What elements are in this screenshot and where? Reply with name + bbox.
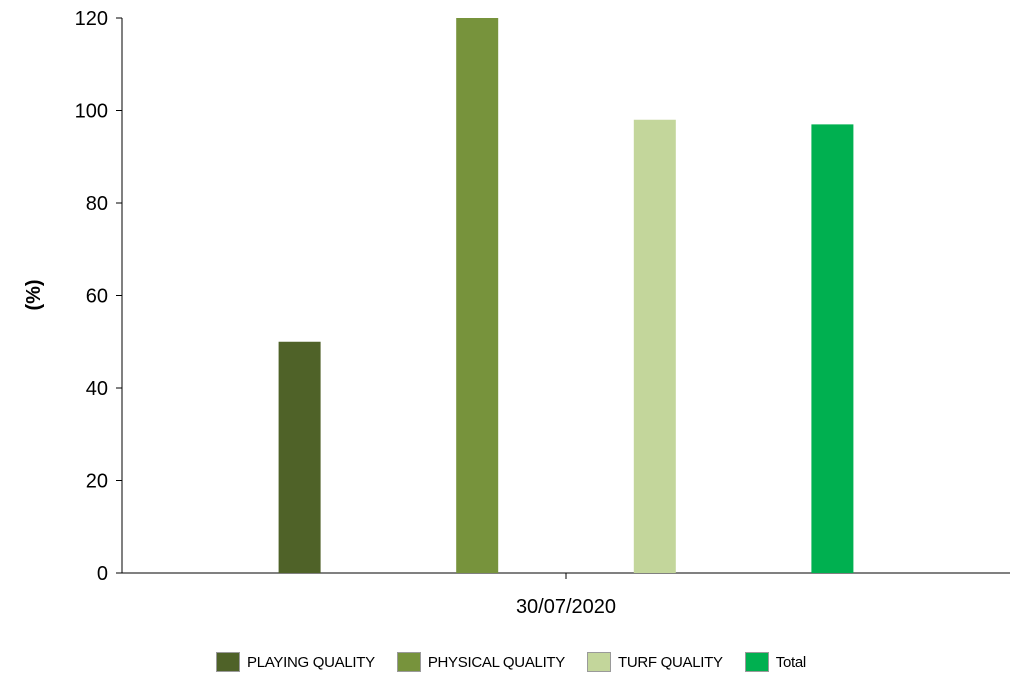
bar-turf-quality	[633, 119, 676, 573]
y-tick-label: 120	[75, 8, 108, 30]
legend-swatch	[216, 652, 241, 672]
legend-label: PLAYING QUALITY	[247, 653, 375, 671]
legend-item: TURF QUALITY	[587, 652, 723, 672]
chart-legend: PLAYING QUALITY PHYSICAL QUALITY TURF QUAL…	[0, 648, 1022, 676]
legend-item: Total	[744, 652, 806, 672]
legend-swatch	[744, 652, 769, 672]
legend-swatch	[587, 652, 611, 672]
y-tick-label: 40	[86, 378, 108, 400]
y-tick-label: 0	[97, 563, 108, 585]
y-tick-label: 60	[86, 286, 108, 308]
bar-physical-quality	[456, 18, 499, 573]
bar-chart: 0 20 40 60 80 100 120 30/07/2020 (%)	[23, 8, 1010, 618]
bar-playing-quality	[278, 341, 321, 573]
legend-label: PHYSICAL QUALITY	[427, 653, 565, 671]
bar-total	[811, 124, 854, 573]
x-tick-label: 30/07/2020	[516, 596, 616, 618]
legend-item: PLAYING QUALITY	[216, 652, 375, 672]
axes: 0 20 40 60 80 100 120 30/07/2020	[75, 8, 1010, 618]
legend-swatch	[396, 652, 421, 672]
y-tick-label: 20	[86, 471, 108, 493]
bars	[278, 18, 854, 573]
y-axis-title: (%)	[23, 279, 45, 310]
y-tick-label: 100	[75, 101, 108, 123]
legend-label: TURF QUALITY	[618, 653, 723, 671]
y-tick-label: 80	[86, 193, 108, 215]
legend-item: PHYSICAL QUALITY	[396, 652, 565, 672]
legend-label: Total	[775, 653, 806, 671]
